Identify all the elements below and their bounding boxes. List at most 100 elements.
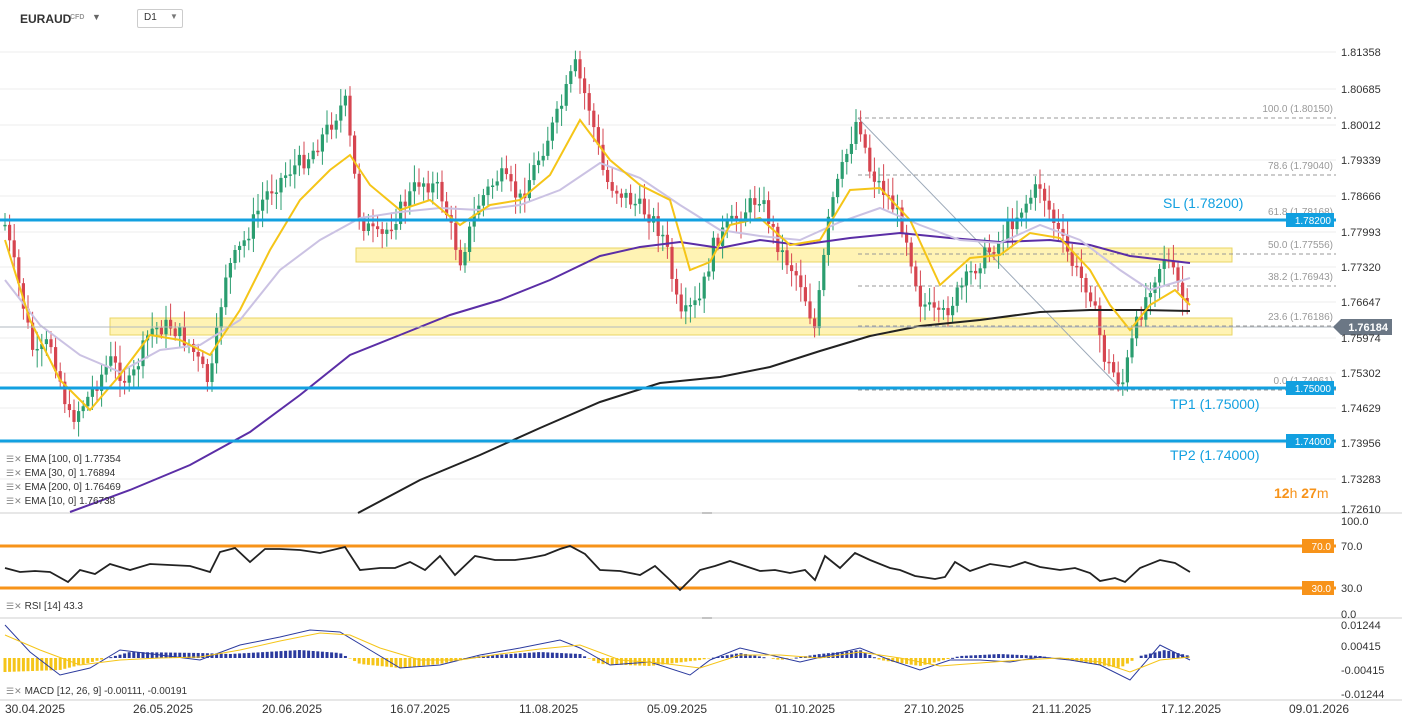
candle-body [638,198,642,204]
macd-bar [1033,655,1037,658]
candle-body [937,307,941,310]
candle-body [1052,209,1056,223]
symbol-name[interactable]: EURAUD [20,12,72,26]
svg-text:1.81358: 1.81358 [1341,47,1381,59]
macd-bar [302,650,306,658]
macd-bar [702,658,706,660]
rsi-70-tag [1302,539,1334,553]
macd-bar [261,652,265,658]
candle-body [224,277,228,308]
candle-body [868,147,872,172]
candle-body [242,240,246,246]
candle-body [1158,268,1162,283]
macd-bar [905,658,909,664]
candle-body [247,238,251,241]
macd-bar [868,654,872,658]
candle-body [284,175,288,178]
candle-body [330,124,334,130]
macd-bar [1125,658,1129,664]
candle-body [408,191,412,207]
candle-body [44,339,48,345]
legend-ema-10[interactable]: ☰✕ EMA [10, 0] 1.76738 [6,496,116,507]
candle-body [40,344,44,349]
macd-bar [730,654,734,658]
macd-bar [1001,654,1005,658]
candle-body [58,371,62,382]
macd-bar [822,653,826,658]
symbol-dropdown-icon[interactable]: ▼ [92,12,101,22]
macd-bar [215,653,219,658]
legend-macd[interactable]: ☰✕ MACD [12, 26, 9] -0.00111, -0.00191 [6,686,188,697]
macd-bar [1130,658,1134,661]
macd-bar [504,654,508,658]
candle-body [573,59,577,72]
symbol-type-badge: CFD [70,14,85,21]
legend-ema-100[interactable]: ☰✕ EMA [100, 0] 1.77354 [6,454,121,465]
macd-bar [1107,658,1111,667]
menu-icon[interactable]: ☰✕ [6,454,22,464]
candle-body [951,305,955,316]
legend-rsi[interactable]: ☰✕ RSI [14] 43.3 [6,601,83,612]
candle-body [357,173,361,218]
candle-body [435,181,439,184]
candle-body [95,389,99,391]
candle-body [1043,188,1047,201]
menu-icon[interactable]: ☰✕ [6,686,22,696]
macd-bar [1171,652,1175,658]
sl-label: SL (1.78200) [1163,195,1243,211]
menu-icon[interactable]: ☰✕ [6,496,22,506]
svg-text:1.76184: 1.76184 [1348,322,1389,334]
candle-body [845,153,849,163]
candle-body [288,174,292,176]
svg-text:1.73956: 1.73956 [1341,438,1381,450]
candle-body [454,222,458,250]
menu-icon[interactable]: ☰✕ [6,482,22,492]
candle-body [992,252,996,254]
legend-ema-200[interactable]: ☰✕ EMA [200, 0] 1.76469 [6,482,121,493]
candle-body [233,249,237,264]
macd-bar [698,658,702,661]
macd-bar [725,655,729,658]
macd-bar [192,652,196,658]
macd-bar [63,658,67,669]
macd-bar [753,655,757,658]
svg-text:1.80012: 1.80012 [1341,120,1381,132]
menu-icon[interactable]: ☰✕ [6,601,22,611]
chevron-down-icon: ▼ [170,12,178,21]
macd-axis: 0.01244 0.00415 -0.00415 -0.01244 [1341,620,1384,701]
macd-bar [665,658,669,664]
macd-bar [932,658,936,663]
candle-body [753,198,757,205]
candle-body [500,168,504,182]
macd-bar [17,658,21,672]
macd-bar [587,658,591,659]
macd-bar [675,658,679,663]
macd-bar [684,658,688,662]
candle-body [601,144,605,170]
macd-bar [219,653,223,658]
macd-bar [408,658,412,668]
candle-body [8,224,12,241]
candle-body [127,375,131,383]
candle-body [762,200,766,205]
candle-body [578,59,582,79]
candle-body [813,318,817,329]
timeframe-select[interactable]: D1 ▼ [137,9,183,28]
candle-body [1162,259,1166,269]
candle-body [555,108,559,123]
macd-bar [233,653,237,658]
legend-ema-30[interactable]: ☰✕ EMA [30, 0] 1.76894 [6,468,116,479]
macd-bar [771,658,775,659]
candle-body [1084,277,1088,293]
svg-text:21.11.2025: 21.11.2025 [1032,702,1091,716]
candle-body [541,155,545,161]
macd-bar [799,656,803,658]
macd-bar [546,652,550,658]
menu-icon[interactable]: ☰✕ [6,468,22,478]
macd-bar [412,658,416,667]
svg-text:70.0: 70.0 [1341,541,1362,553]
macd-bar [1015,654,1019,658]
macd-bar [265,651,269,658]
macd-bar [26,658,30,672]
